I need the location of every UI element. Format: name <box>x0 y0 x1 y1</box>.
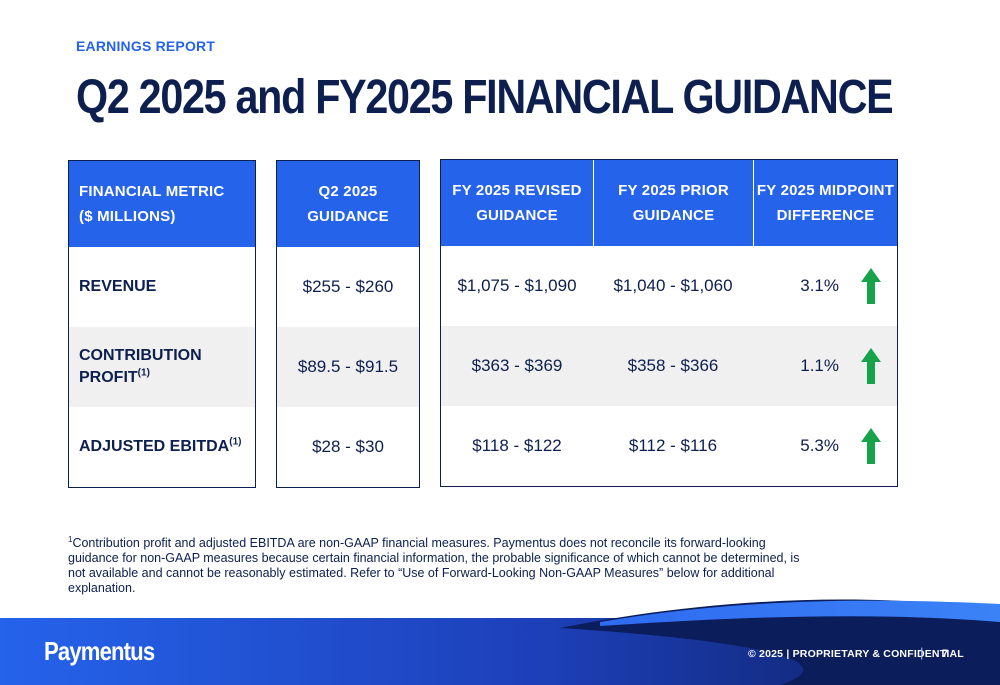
arrow-up-icon <box>861 348 881 384</box>
metric-row-adjusted-ebitda: ADJUSTED EBITDA(1) <box>69 407 255 487</box>
copyright-notice: © 2025 | PROPRIETARY & CONFIDENTIAL <box>748 648 964 660</box>
fy-prior-header-line1: FY 2025 PRIOR <box>618 182 729 199</box>
footer-band <box>0 598 1000 685</box>
footnote-marker: (1) <box>229 436 242 448</box>
footnote-marker: (1) <box>137 367 150 379</box>
q2-value: $89.5 - $91.5 <box>297 357 399 376</box>
fy-guidance-panel: FY 2025 REVISED GUIDANCE FY 2025 PRIOR GUI… <box>440 159 898 487</box>
fy-row-contribution-profit: $363 - $369 $358 - $366 1.1% <box>441 326 897 406</box>
footnote-mark: 1 <box>68 534 73 544</box>
fy-prior-value: $1,040 - $1,060 <box>613 276 733 295</box>
footnote: 1Contribution profit and adjusted EBITDA… <box>68 534 818 596</box>
fy-revised-value: $363 - $369 <box>471 356 563 375</box>
fy-revised-value: $118 - $122 <box>472 436 562 455</box>
footnote-text: Contribution profit and adjusted EBITDA … <box>68 536 800 595</box>
metric-header-line2: ($ MILLIONS) <box>79 208 176 225</box>
eyebrow-label: EARNINGS REPORT <box>76 38 216 54</box>
fy-header-row: FY 2025 REVISED GUIDANCE FY 2025 PRIOR GUI… <box>441 160 897 246</box>
fy-revised-header-line1: FY 2025 REVISED <box>452 182 582 199</box>
footer-separator: | <box>920 645 924 660</box>
midpoint-difference-cell: 3.1% <box>753 246 897 326</box>
metric-row-revenue: REVENUE <box>69 247 255 327</box>
fy-revised-header: FY 2025 REVISED GUIDANCE <box>441 160 593 246</box>
footer-wave-graphic <box>0 599 1000 685</box>
fy-midpoint-header-line1: FY 2025 MIDPOINT <box>756 182 895 199</box>
metric-column: FINANCIAL METRIC ($ MILLIONS) REVENUE CO… <box>68 160 256 488</box>
fy-row-adjusted-ebitda: $118 - $122 $112 - $116 5.3% <box>441 406 897 486</box>
midpoint-difference-cell: 5.3% <box>753 406 897 486</box>
q2-header-line1: Q2 2025 <box>318 183 378 200</box>
q2-header-line2: GUIDANCE <box>307 208 389 225</box>
fy-prior-header-line2: GUIDANCE <box>632 207 715 224</box>
fy-prior-header: FY 2025 PRIOR GUIDANCE <box>593 160 753 246</box>
fy-prior-value: $358 - $366 <box>627 356 719 375</box>
page-title: Q2 2025 and FY2025 FINANCIAL GUIDANCE <box>76 71 894 124</box>
midpoint-difference-value: 3.1% <box>800 276 839 295</box>
fy-midpoint-header-line2: DIFFERENCE <box>776 207 875 224</box>
fy-row-revenue: $1,075 - $1,090 $1,040 - $1,060 3.1% <box>441 246 897 326</box>
fy-revised-header-line2: GUIDANCE <box>476 207 558 224</box>
q2-value: $255 - $260 <box>302 277 394 296</box>
fy-midpoint-header: FY 2025 MIDPOINT DIFFERENCE <box>753 160 897 246</box>
metric-label: ADJUSTED EBITDA <box>79 438 230 455</box>
midpoint-difference-value: 5.3% <box>800 436 839 455</box>
metric-header: FINANCIAL METRIC ($ MILLIONS) <box>69 161 255 247</box>
fy-revised-value: $1,075 - $1,090 <box>457 276 577 295</box>
arrow-up-icon <box>861 428 881 464</box>
midpoint-difference-cell: 1.1% <box>753 326 897 406</box>
fy-prior-value: $112 - $116 <box>628 436 718 455</box>
page-number: 7 <box>942 648 949 660</box>
q2-value: $28 - $30 <box>312 437 384 456</box>
q2-guidance-column: Q2 2025 GUIDANCE $255 - $260 $89.5 - $91… <box>276 160 420 488</box>
metric-row-contribution-profit: CONTRIBUTION PROFIT(1) <box>69 327 255 407</box>
q2-header: Q2 2025 GUIDANCE <box>277 161 419 247</box>
q2-cell-contribution-profit: $89.5 - $91.5 <box>277 327 419 407</box>
metric-label-line2: PROFIT <box>79 369 138 386</box>
metric-label: REVENUE <box>79 278 157 295</box>
paymentus-logo: Paymentus <box>44 636 155 666</box>
q2-cell-adjusted-ebitda: $28 - $30 <box>277 407 419 487</box>
metric-label: CONTRIBUTION <box>79 347 202 364</box>
q2-cell-revenue: $255 - $260 <box>277 247 419 327</box>
metric-header-line1: FINANCIAL METRIC <box>79 183 225 200</box>
midpoint-difference-value: 1.1% <box>800 356 839 375</box>
arrow-up-icon <box>861 268 881 304</box>
